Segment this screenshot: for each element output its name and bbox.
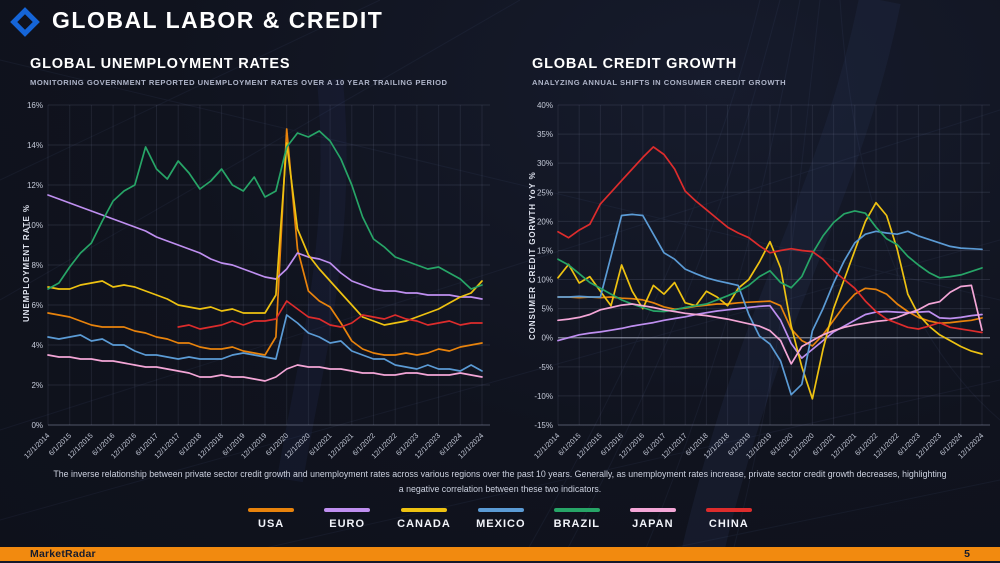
credit-y-axis-label: CONSUMER CREDIT GORWTH YoY % (528, 171, 537, 340)
page-title: GLOBAL LABOR & CREDIT (52, 7, 384, 33)
legend-label: CHINA (708, 518, 749, 530)
svg-text:6%: 6% (31, 301, 43, 310)
svg-text:35%: 35% (537, 130, 553, 139)
svg-text:8%: 8% (31, 261, 43, 270)
svg-text:5%: 5% (541, 305, 553, 314)
svg-text:25%: 25% (537, 188, 553, 197)
legend-swatch (553, 508, 600, 512)
svg-text:20%: 20% (537, 217, 553, 226)
svg-text:12/1/2014: 12/1/2014 (532, 431, 561, 460)
legend-swatch (400, 508, 447, 512)
legend-swatch (705, 508, 752, 512)
page-number: 5 (964, 548, 970, 560)
svg-text:2%: 2% (31, 381, 43, 390)
svg-text:30%: 30% (537, 159, 553, 168)
legend-swatch (629, 508, 676, 512)
legend-label: BRAZIL (553, 518, 600, 530)
svg-text:4%: 4% (31, 341, 43, 350)
svg-text:-5%: -5% (539, 363, 553, 372)
unemployment-chart-subtitle: MONITORING GOVERNMENT REPORTED UNEMPLOYM… (30, 78, 448, 87)
footer-bar: MarketRadar 5 (0, 547, 1000, 563)
svg-text:-10%: -10% (534, 392, 553, 401)
svg-text:-15%: -15% (534, 421, 553, 430)
svg-text:14%: 14% (27, 141, 43, 150)
brand-name: MarketRadar (30, 548, 96, 560)
unemployment-y-axis-label: UNEMPLOYMENT RATE % (22, 204, 31, 322)
legend-label: JAPAN (632, 518, 674, 530)
legend-label: MEXICO (476, 518, 526, 530)
legend-swatch (477, 508, 524, 512)
unemployment-chart-title: GLOBAL UNEMPLOYMENT RATES (30, 56, 291, 72)
svg-text:0%: 0% (31, 421, 43, 430)
insight-note: The inverse relationship between private… (53, 469, 947, 494)
svg-text:10%: 10% (537, 276, 553, 285)
legend-item-canada: CANADA (397, 508, 451, 530)
credit-chart-title: GLOBAL CREDIT GROWTH (532, 56, 738, 72)
legend-label: CANADA (397, 518, 451, 530)
credit-chart-canvas: -15% -10% -5% 0% 5% 10% 15% 20% 25% 30% 35% 40% 12/1… (532, 101, 990, 460)
svg-text:15%: 15% (537, 246, 553, 255)
legend-swatch (324, 508, 371, 512)
legend-item-brazil: BRAZIL (551, 508, 603, 530)
svg-text:12/1/2014: 12/1/2014 (22, 431, 51, 460)
svg-text:16%: 16% (27, 101, 43, 110)
svg-text:12%: 12% (27, 181, 43, 190)
svg-text:0%: 0% (541, 334, 553, 343)
unemployment-chart-canvas: 0%2%4%6%8%10%12%14%16%12/1/20146/1/20151… (22, 101, 490, 460)
legend-label: EURO (329, 518, 366, 530)
svg-text:40%: 40% (537, 101, 553, 110)
credit-chart-subtitle: ANALYZING ANNUAL SHIFTS IN CONSUMER CRED… (532, 78, 787, 87)
chart-legend: USA EURO CANADA MEXICO BRAZIL JAPAN CHINA (0, 508, 1000, 530)
legend-item-china: CHINA (703, 508, 755, 530)
legend-item-japan: JAPAN (627, 508, 679, 530)
legend-item-usa: USA (245, 508, 297, 530)
legend-item-mexico: MEXICO (475, 508, 527, 530)
legend-item-euro: EURO (321, 508, 373, 530)
brand-diamond-icon (10, 7, 40, 37)
legend-swatch (248, 508, 295, 512)
svg-text:10%: 10% (27, 221, 43, 230)
legend-label: USA (258, 518, 285, 530)
